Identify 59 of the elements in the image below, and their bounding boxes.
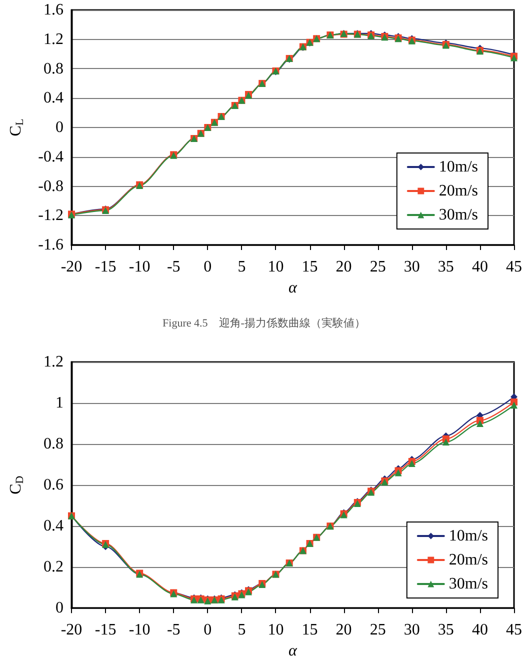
- legend-label: 30m/s: [448, 576, 488, 592]
- x-tick-label: 10: [268, 622, 284, 639]
- x-tick-label: 20: [336, 258, 352, 276]
- x-tick-label: -20: [60, 622, 82, 639]
- caption: Figure 4.5 迎角-揚力係数曲線（実験値）: [162, 316, 366, 330]
- y-tick-label: 1.2: [44, 354, 64, 370]
- x-tick-label: -10: [128, 622, 150, 639]
- x-axis-title: α: [288, 642, 298, 660]
- y-axis-title: CD: [8, 476, 26, 494]
- y-tick-label: 0: [56, 119, 64, 136]
- legend-label: 30m/s: [438, 206, 478, 224]
- legend-label: 20m/s: [448, 552, 488, 568]
- y-tick-label: 0.4: [44, 90, 64, 107]
- x-tick-label: 25: [370, 622, 386, 639]
- x-tick-label: 30: [404, 622, 420, 639]
- x-tick-label: 5: [238, 622, 246, 639]
- y-tick-label: -0.4: [38, 148, 64, 166]
- x-tick-label: 15: [302, 622, 318, 639]
- x-tick-label: -5: [166, 622, 180, 639]
- x-tick-label: 0: [204, 622, 212, 639]
- y-tick-label: 0: [56, 600, 64, 617]
- x-tick-label: 0: [204, 258, 212, 276]
- x-tick-label: -15: [94, 622, 116, 639]
- x-tick-label: 20: [336, 622, 352, 639]
- legend-label: 10m/s: [448, 528, 488, 544]
- x-tick-label: -15: [94, 258, 116, 276]
- point: [408, 460, 416, 468]
- x-tick-label: 40: [472, 622, 488, 639]
- legend-label: 20m/s: [438, 182, 478, 200]
- y-tick-label: 0.4: [44, 518, 64, 535]
- x-tick-label: 10: [268, 258, 284, 276]
- y-tick-label: -0.8: [38, 178, 64, 195]
- y-tick-label: 0.2: [44, 558, 64, 576]
- x-axis-title: α: [288, 279, 298, 296]
- y-tick-label: 0.6: [44, 476, 64, 494]
- y-tick-label: 1: [56, 394, 64, 412]
- x-tick-label: 40: [472, 258, 488, 276]
- x-tick-label: 25: [370, 258, 386, 276]
- y-tick-label: 1.2: [44, 30, 64, 48]
- point: [510, 402, 518, 409]
- y-axis-title: CL: [8, 118, 26, 136]
- x-tick-label: -10: [128, 258, 150, 276]
- x-tick-label: 30: [404, 258, 420, 276]
- x-tick-label: 45: [506, 622, 522, 639]
- y-tick-label: -1.6: [38, 236, 64, 254]
- x-tick-label: -5: [166, 258, 180, 276]
- x-tick-label: 35: [438, 622, 454, 639]
- x-tick-label: 15: [302, 258, 318, 276]
- point: [476, 420, 484, 428]
- x-tick-label: 35: [438, 258, 454, 276]
- y-tick-label: 0.8: [44, 436, 64, 453]
- y-tick-label: 0.8: [44, 60, 64, 78]
- y-tick-label: -1.2: [38, 207, 64, 224]
- legend-label: 10m/s: [438, 158, 478, 176]
- x-tick-label: 5: [238, 258, 246, 276]
- y-tick-label: 1.6: [44, 2, 64, 18]
- x-tick-label: -20: [60, 258, 82, 276]
- point: [442, 438, 450, 446]
- x-tick-label: 45: [506, 258, 522, 276]
